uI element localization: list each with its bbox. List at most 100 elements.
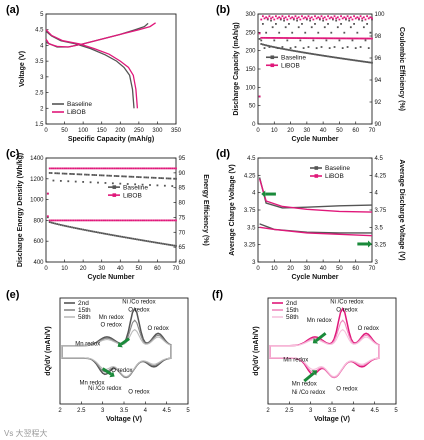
energy-point-baseline xyxy=(152,241,155,244)
efficiency-point-libob xyxy=(338,18,341,21)
arrow-charge-shift-head xyxy=(117,341,123,348)
energy-efficiency-point-baseline xyxy=(59,179,62,182)
capacity-point-libob xyxy=(263,36,266,39)
capacity-point-baseline xyxy=(288,49,290,51)
efficiency-point-libob xyxy=(279,17,282,20)
capacity-point-libob xyxy=(322,37,325,40)
energy-point-libob xyxy=(78,219,81,222)
capacity-point-baseline xyxy=(270,45,272,48)
efficiency-point-baseline xyxy=(297,26,300,29)
x-tick-label-b: 20 xyxy=(287,128,294,134)
efficiency-point-libob xyxy=(304,16,307,19)
energy-efficiency-point-libob xyxy=(163,167,166,170)
energy-efficiency-point-libob xyxy=(80,167,83,170)
panel-label-e: (e) xyxy=(6,289,20,301)
efficiency-point-libob xyxy=(278,16,281,19)
avg-charge-curve-baseline xyxy=(258,177,373,209)
energy-point-baseline xyxy=(108,233,111,236)
energy-point-libob xyxy=(80,219,83,222)
efficiency-point-libob xyxy=(307,15,310,18)
energy-efficiency-point-baseline xyxy=(56,172,59,175)
peak-annotation: O redox xyxy=(101,322,122,328)
capacity-point-baseline xyxy=(299,51,302,53)
capacity-point-libob xyxy=(367,37,370,40)
energy-efficiency-point-baseline xyxy=(65,172,68,175)
x-tick-label-f: 3 xyxy=(309,408,313,414)
energy-point-baseline xyxy=(132,237,135,240)
energy-point-baseline xyxy=(111,234,114,237)
efficiency-point-libob xyxy=(310,16,313,19)
energy-point-baseline xyxy=(100,232,103,235)
energy-efficiency-point-libob xyxy=(56,167,59,170)
y-tick-label-d: 3.75 xyxy=(244,208,256,214)
energy-point-baseline xyxy=(145,240,148,242)
panel-label-c: (c) xyxy=(6,148,20,160)
efficiency-point-libob xyxy=(320,15,323,18)
efficiency-point-libob xyxy=(322,17,325,20)
legend-label-c-libob: LiBOB xyxy=(123,192,142,199)
x-tick-label-d: 70 xyxy=(369,266,376,272)
energy-point-libob xyxy=(145,219,148,222)
capacity-point-libob xyxy=(286,37,289,39)
energy-efficiency-point-libob xyxy=(98,167,101,170)
efficiency-point-baseline xyxy=(338,39,341,42)
energy-point-baseline xyxy=(173,244,176,247)
x-tick-label-a: 100 xyxy=(78,128,89,134)
capacity-point-libob xyxy=(301,37,303,40)
y2-tick-label-c: 85 xyxy=(179,186,186,192)
energy-efficiency-point-baseline xyxy=(52,179,55,182)
energy-point-libob xyxy=(165,219,168,222)
energy-point-libob xyxy=(93,219,96,222)
y-tick-label-a: 1.5 xyxy=(35,122,44,128)
energy-efficiency-point-libob xyxy=(69,167,72,170)
energy-efficiency-point-libob xyxy=(85,167,88,170)
efficiency-point-libob xyxy=(351,18,354,21)
capacity-point-baseline xyxy=(336,56,339,59)
energy-point-libob xyxy=(110,219,112,222)
energy-efficiency-point-baseline xyxy=(113,175,116,177)
efficiency-point-baseline xyxy=(304,31,307,34)
capacity-point-libob xyxy=(351,37,354,40)
capacity-point-baseline xyxy=(281,47,284,50)
capacity-point-libob xyxy=(268,36,271,39)
energy-efficiency-point-baseline xyxy=(72,173,75,175)
legend-label-e-0: 2nd xyxy=(78,300,89,307)
capacity-point-libob xyxy=(312,37,315,40)
capacity-point-libob xyxy=(356,37,359,40)
energy-point-baseline xyxy=(158,242,161,245)
capacity-point-baseline xyxy=(366,61,369,63)
energy-point-libob xyxy=(152,219,155,222)
x-tick-label-b: 50 xyxy=(336,128,343,134)
efficiency-point-baseline xyxy=(265,31,268,34)
energy-efficiency-point-baseline xyxy=(150,176,153,179)
efficiency-point-libob xyxy=(276,17,279,20)
efficiency-point-libob xyxy=(296,17,298,20)
energy-efficiency-point-libob xyxy=(123,167,125,170)
energy-point-libob xyxy=(95,219,98,222)
energy-point-baseline xyxy=(89,230,92,232)
efficiency-point-baseline xyxy=(291,31,294,34)
energy-point-libob xyxy=(84,219,86,222)
energy-point-baseline xyxy=(160,242,163,245)
efficiency-point-baseline xyxy=(288,23,290,25)
efficiency-point-libob xyxy=(369,16,372,19)
y-tick-label-b: 0 xyxy=(252,122,256,128)
energy-point-baseline xyxy=(171,244,174,247)
y-axis-label-b: Discharge Capacity (mAh/g) xyxy=(233,22,240,115)
capacity-point-baseline xyxy=(367,61,370,64)
energy-point-baseline xyxy=(128,237,131,240)
y-axis-label-c: Discharge Energy Density (Wh/kg) xyxy=(17,153,24,267)
energy-point-libob xyxy=(173,219,176,222)
legend-marker-d-baseline xyxy=(314,166,319,170)
capacity-point-baseline xyxy=(279,47,282,50)
energy-efficiency-point-baseline xyxy=(149,184,151,186)
capacity-point-baseline xyxy=(341,57,344,60)
efficiency-point-baseline xyxy=(281,46,284,48)
energy-efficiency-point-baseline xyxy=(104,182,107,184)
capacity-point-baseline xyxy=(315,53,318,56)
y2-axis-label-b: Coulombic Efficiency (%) xyxy=(398,27,405,111)
energy-point-baseline xyxy=(71,226,73,229)
energy-efficiency-point-baseline xyxy=(126,183,129,185)
capacity-point-libob xyxy=(309,37,312,40)
efficiency-point-baseline xyxy=(371,18,373,21)
